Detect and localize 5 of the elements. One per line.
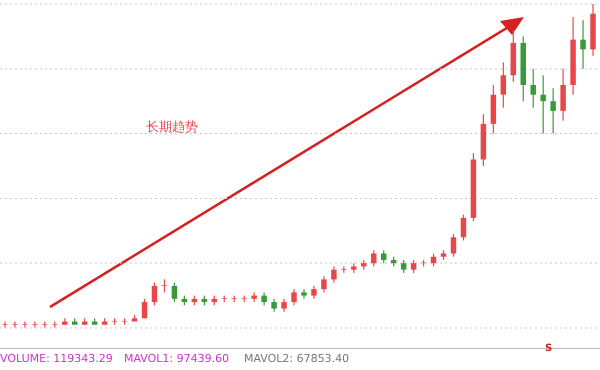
text: S — [545, 343, 552, 354]
text: VOLUME: 119343.29 — [0, 352, 113, 365]
text: MAVOL1: 97439.60 — [124, 352, 230, 365]
text: MAVOL2: 67853.40 — [244, 352, 350, 365]
annotation: 长期趋势 — [146, 119, 198, 136]
